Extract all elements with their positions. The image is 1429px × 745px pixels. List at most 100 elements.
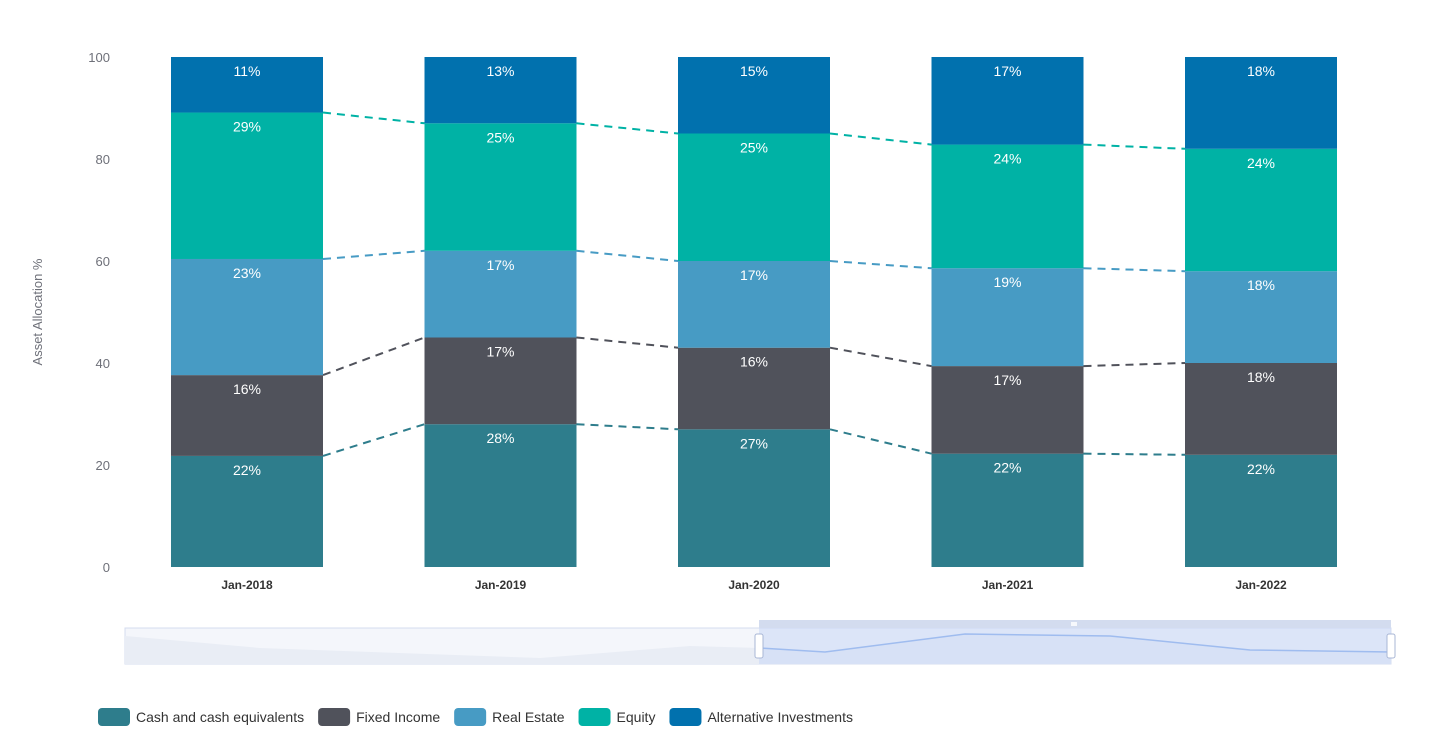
data-zoom-slider[interactable] [124,620,1396,665]
y-tick-label: 60 [96,254,110,269]
bar-segment[interactable] [171,57,323,113]
legend-item[interactable]: Real Estate [454,708,565,726]
legend-item[interactable]: Fixed Income [318,708,440,726]
legend-item[interactable]: Alternative Investments [669,708,853,726]
legend-label: Equity [617,709,656,725]
bar-data-label: 29% [233,119,261,135]
legend-label: Real Estate [492,709,565,725]
y-tick-label: 40 [96,356,110,371]
bar-data-label: 27% [740,435,768,451]
bar-segment[interactable] [424,57,577,124]
bar-data-label: 22% [1247,461,1275,477]
bar-data-label: 15% [740,63,768,79]
connector-line [322,111,425,125]
bar-data-label: 25% [740,140,768,156]
data-zoom-selected-range[interactable] [759,628,1391,664]
connector-line [576,423,679,431]
x-tick-label: Jan-2022 [1235,578,1287,592]
bar-segment[interactable] [424,424,577,567]
bar-data-label: 25% [486,129,514,145]
bar-segment[interactable] [678,261,830,348]
x-axis: Jan-2018 Jan-2019 Jan-2020 Jan-2021 Jan-2022 [221,578,1287,592]
bar-segment[interactable] [1185,363,1337,455]
bar-segment[interactable] [1185,271,1337,363]
bar-data-label: 11% [234,63,261,79]
bar-segment[interactable] [678,57,830,134]
legend-swatch [98,708,130,726]
x-tick-label: Jan-2021 [982,578,1034,592]
connector-line [1083,452,1186,456]
data-zoom-right-handle[interactable] [1386,633,1396,659]
x-tick-label: Jan-2020 [728,578,780,592]
bar-data-label: 18% [1247,369,1275,385]
data-zoom-grip[interactable] [1071,622,1077,626]
legend-item[interactable]: Equity [578,708,656,726]
bar-data-label: 17% [740,267,768,283]
bar-data-label: 24% [1247,155,1275,171]
connector-line [322,336,425,377]
bar-segment[interactable] [171,112,323,259]
bar-segment[interactable] [931,366,1084,454]
y-tick-label: 20 [96,458,110,473]
x-tick-label: Jan-2019 [475,578,527,592]
connector-lines [322,111,1186,457]
bar-segment[interactable] [424,250,577,338]
bar-segment[interactable] [678,347,830,430]
bar-data-label: 19% [993,274,1021,290]
bar-data-label: 22% [233,462,261,478]
legend-swatch [454,708,487,726]
y-tick-label: 100 [88,50,110,65]
bar-segment[interactable] [931,268,1084,367]
connector-line [829,428,932,455]
bar-segment[interactable] [424,123,577,251]
bar-data-label: 24% [993,151,1021,167]
connector-line [1083,267,1186,273]
y-axis-title: Asset Allocation % [30,258,45,365]
legend-label: Alternative Investments [707,709,853,725]
legend-label: Fixed Income [356,709,440,725]
connector-line [829,346,932,368]
legend-swatch [578,708,611,726]
legend-swatch [318,708,351,726]
bar-data-label: 17% [486,257,514,273]
y-tick-label: 80 [96,152,110,167]
data-zoom-left-handle[interactable] [754,633,764,659]
bar-segment[interactable] [171,455,323,567]
bar-data-label: 16% [233,381,261,397]
bar-segment[interactable] [931,57,1084,145]
legend-item[interactable]: Cash and cash equivalents [98,708,304,726]
bar-data-label: 28% [486,430,514,446]
bar-data-label: 16% [740,354,768,370]
connector-line [829,132,932,146]
bar-segment[interactable] [171,258,323,376]
connector-line [322,249,425,260]
bar-segment[interactable] [171,375,323,456]
bar-segment[interactable] [678,133,830,262]
legend: Cash and cash equivalents Fixed Income Rea… [98,708,853,726]
bar-labels: 22% 16% 23% 29% 11% 28% 17% 17% 25% 13% 27% 16% 17% 2… [233,63,1275,478]
connector-line [1083,362,1186,368]
bar-data-label: 18% [1247,63,1275,79]
bar-data-label: 22% [993,460,1021,476]
connector-line [1083,143,1186,150]
bar-segment[interactable] [1185,57,1337,149]
x-tick-label: Jan-2018 [221,578,273,592]
bar-segment[interactable] [931,144,1084,269]
connector-line [576,249,679,262]
bar-segment[interactable] [931,453,1084,567]
bars [171,57,1337,567]
y-tick-label: 0 [103,560,110,575]
bar-segment[interactable] [1185,148,1337,272]
bar-data-label: 17% [993,372,1021,388]
connector-line [576,336,679,349]
data-zoom-preview-line [758,633,1392,653]
legend-swatch [669,708,702,726]
bar-segment[interactable] [1185,454,1337,567]
bar-data-label: 17% [993,63,1021,79]
bar-segment[interactable] [678,429,830,567]
bar-data-label: 17% [486,344,514,360]
y-axis: 0 20 40 60 80 100 [88,50,110,575]
legend-label: Cash and cash equivalents [136,709,304,725]
bar-segment[interactable] [424,337,577,425]
